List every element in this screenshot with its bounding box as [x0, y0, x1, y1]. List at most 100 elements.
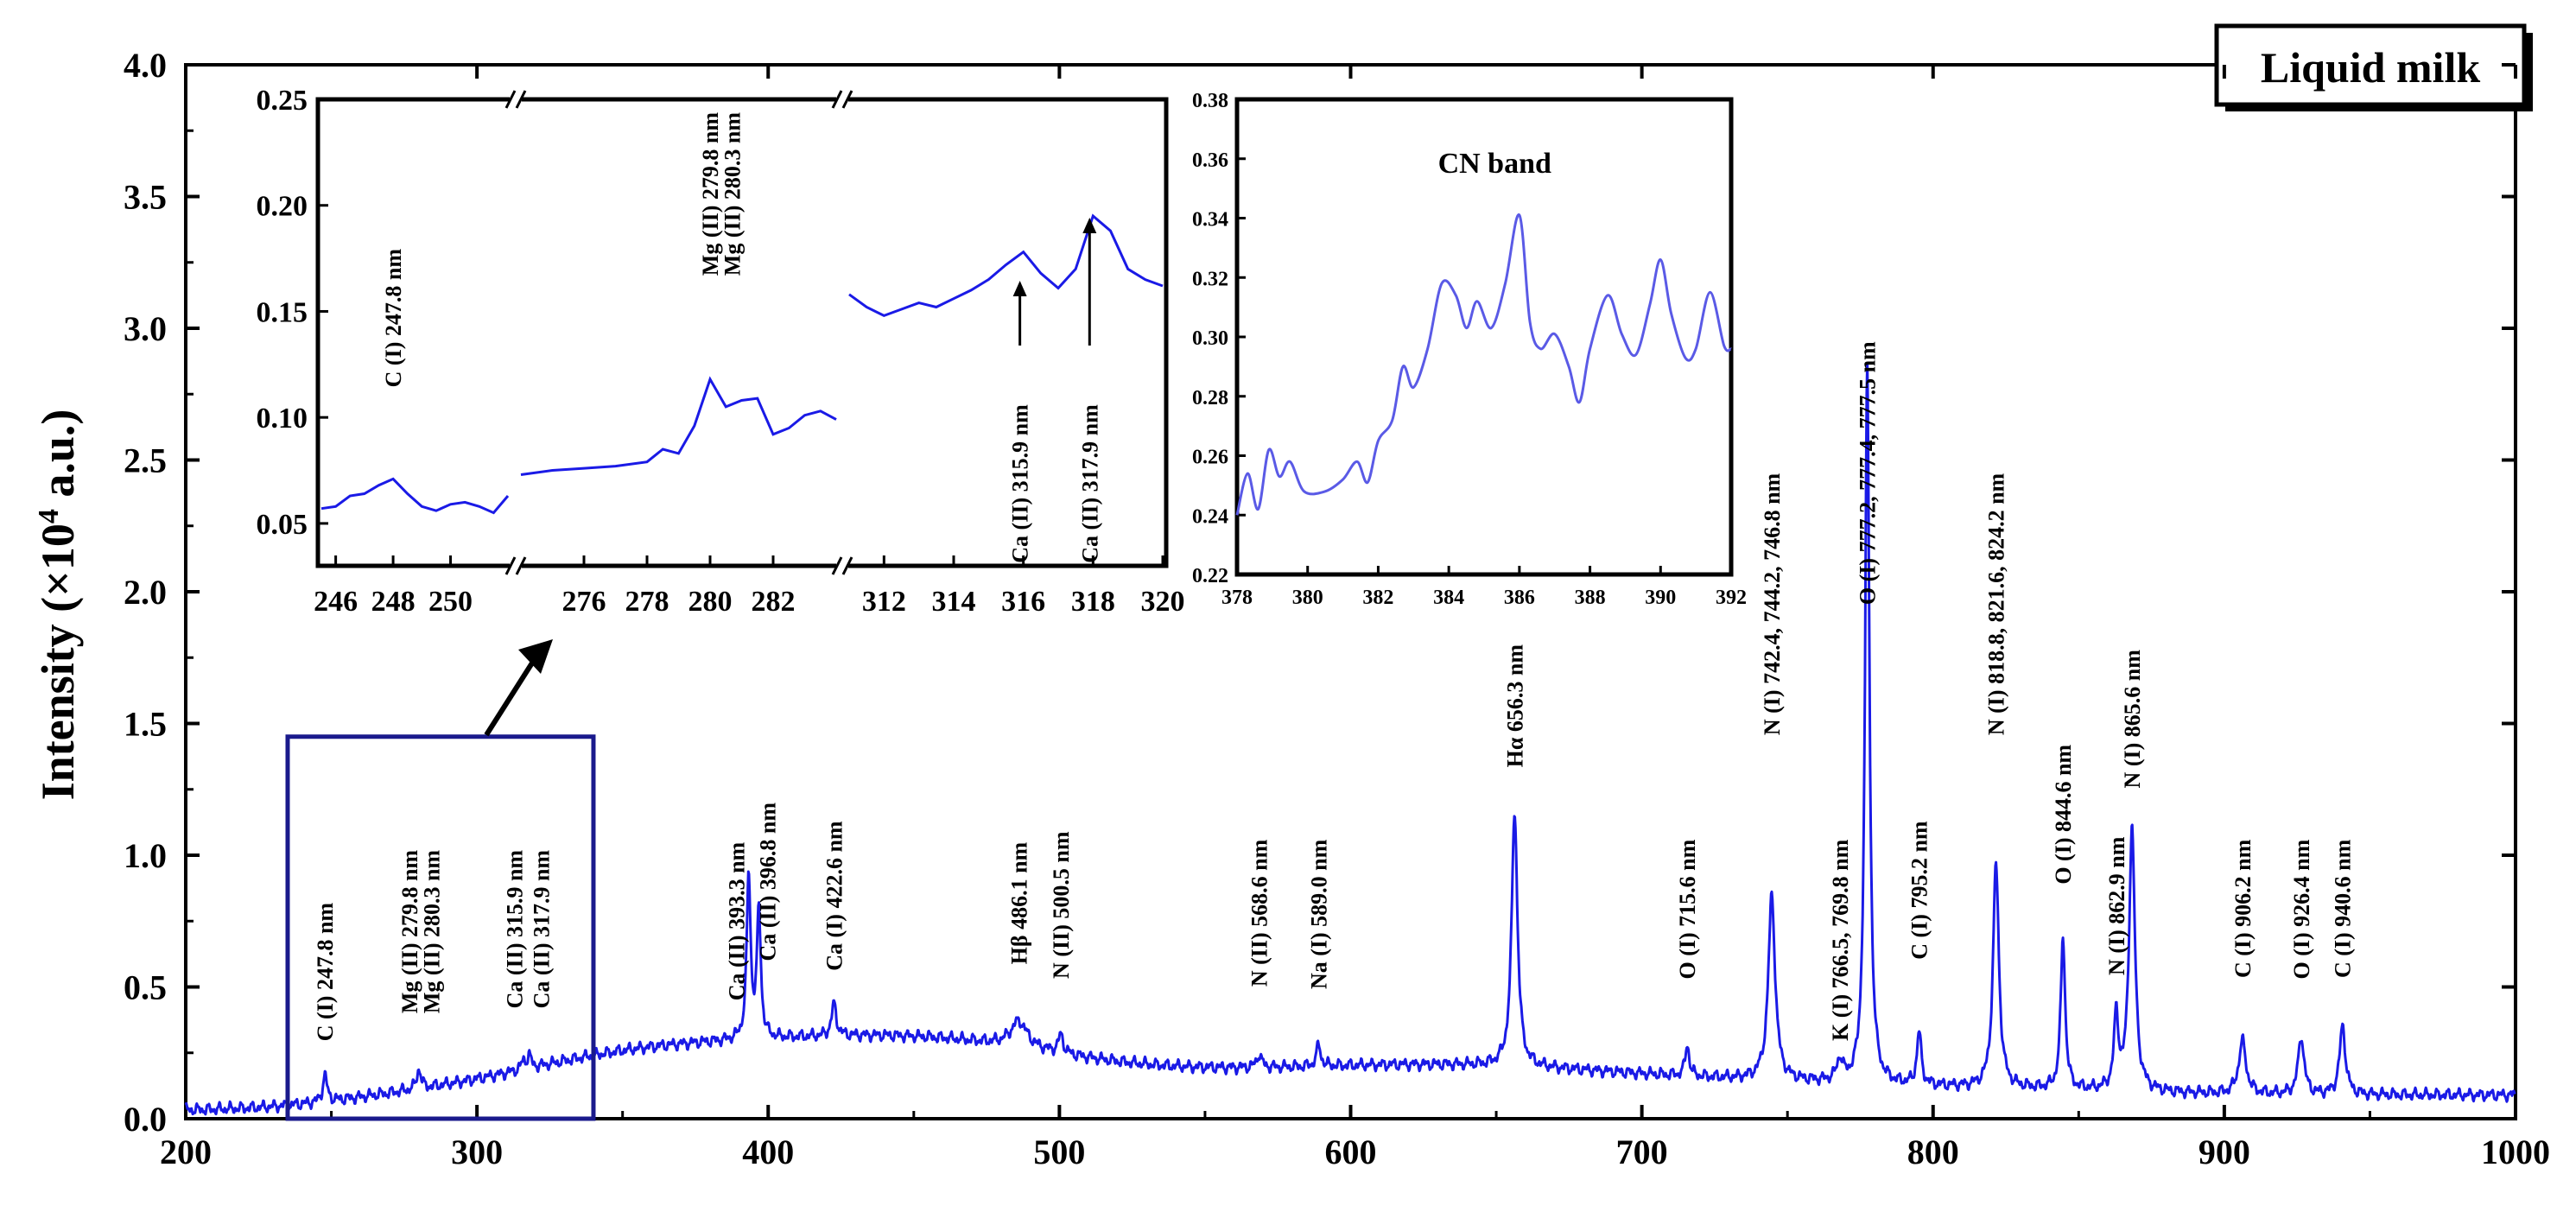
inset-cn-y-tick-label: 0.30: [1192, 327, 1228, 350]
x-tick-label: 600: [1325, 1133, 1377, 1171]
inset-uv-x-tick-label: 318: [1071, 586, 1115, 618]
peak-label: Hα 656.3 nm: [1502, 644, 1527, 768]
y-tick-label: 4.0: [124, 46, 167, 85]
inset-uv-frame: [315, 97, 1169, 568]
zoom-box: [285, 734, 596, 1121]
peak-label: Ca (II) 317.9 nm: [530, 850, 555, 1009]
peak-label: Hβ 486.1 nm: [1007, 841, 1032, 964]
peak-label: Na (I) 589.0 nm: [1306, 839, 1331, 989]
inset-cn-x-tick-label: 392: [1716, 587, 1747, 609]
inset-uv-lines: 0.05 0.10 0.15 0.20 0.25 246 248 250 276 278 280 28…: [257, 85, 1185, 618]
inset-cn-y-tick-label: 0.24: [1192, 505, 1228, 528]
y-tick-label: 0.5: [124, 968, 167, 1007]
inset-uv-x-tick-label: 280: [688, 586, 733, 618]
zoom-arrow-shaft: [484, 653, 540, 737]
peak-label: N (I) 742.4, 744.2, 746.8 nm: [1760, 473, 1785, 735]
inset-cn-title: CN band: [1438, 148, 1551, 180]
inset-cn-y-tick-label: 0.38: [1192, 90, 1228, 112]
spectrum-group: [184, 362, 2516, 1116]
x-tick-label: 1000: [2481, 1133, 2550, 1171]
axis-break-mark: [841, 90, 853, 109]
inset-uv-y-tick-label: 0.15: [257, 296, 308, 328]
inset-uv-annotation: Ca (II) 315.9 nm: [1008, 404, 1033, 563]
y-tick-label: 0.0: [124, 1100, 167, 1139]
chart-title: Liquid milk: [2261, 43, 2480, 92]
x-tick-label: 700: [1616, 1133, 1668, 1171]
inset-uv-y-tick-label: 0.10: [257, 403, 308, 435]
inset-uv-x-tick-label: 316: [1001, 586, 1045, 618]
y-tick-label: 2.0: [124, 573, 167, 612]
peak-label: C (I) 906.2 nm: [2230, 839, 2256, 978]
x-tick-label: 400: [742, 1133, 794, 1171]
peak-label: Ca (II) 315.9 nm: [503, 850, 528, 1009]
inset-cn-x-tick-label: 388: [1575, 587, 1606, 609]
x-tick-label: 500: [1033, 1133, 1085, 1171]
peak-label: N (I) 862.9 nm: [2104, 836, 2129, 975]
inset-cn-y-tick-label: 0.28: [1192, 387, 1228, 409]
y-axis-label-suffix: a.u.): [32, 409, 84, 510]
inset-uv-x-tick-label: 246: [314, 586, 358, 618]
inset-uv-x-tick-label: 278: [625, 586, 669, 618]
x-tick-label: 300: [451, 1133, 503, 1171]
peak-label: C (I) 940.6 nm: [2331, 839, 2356, 978]
inset-uv-y-tick-label: 0.20: [257, 191, 308, 223]
y-tick-label: 2.5: [124, 441, 167, 480]
x-axis-ticks: 200 300 400 500 600 700 800 900 1000: [160, 65, 2550, 1171]
title-box: Liquid milk: [2214, 23, 2533, 111]
inset-uv-x-tick-label: 312: [862, 586, 906, 618]
inset-cn-y-tick-label: 0.34: [1192, 209, 1228, 232]
inset-uv-y-tick-label: 0.25: [257, 85, 308, 117]
inset-cn-frame: [1234, 97, 1734, 577]
peak-label: N (II) 500.5 nm: [1049, 831, 1074, 979]
zoom-arrow-head: [518, 639, 553, 674]
inset-uv-y-tick-label: 0.05: [257, 509, 308, 541]
inset-cn-x-tick-label: 378: [1221, 587, 1253, 609]
axis-break-mark: [515, 556, 527, 575]
y-tick-label: 1.0: [124, 836, 167, 875]
peak-label: C (I) 795.2 nm: [1907, 821, 1932, 960]
y-axis-label-exponent: 4: [33, 509, 65, 524]
inset-uv-x-tick-label: 320: [1141, 586, 1185, 618]
inset-uv-annotation-arrowhead: [1012, 281, 1027, 296]
inset-uv-annotation: C (I) 247.8 nm: [381, 249, 406, 388]
axis-break-mark: [504, 90, 517, 109]
inset-uv-annotation-arrowhead: [1082, 218, 1097, 233]
peak-label: O (I) 844.6 nm: [2051, 745, 2076, 885]
axis-break-mark: [831, 556, 843, 575]
peak-label: C (I) 247.8 nm: [313, 903, 338, 1042]
inset-uv-x-tick-label: 250: [428, 586, 473, 618]
inset-cn-y-tick-label: 0.32: [1192, 268, 1228, 290]
y-tick-label: 3.5: [124, 178, 167, 217]
peak-label: O (I) 715.6 nm: [1675, 839, 1700, 979]
inset-cn-x-tick-label: 384: [1433, 587, 1464, 609]
peak-label: Mg (II) 280.3 nm: [420, 850, 445, 1014]
axis-break-mark: [515, 90, 527, 109]
inset-uv-x-tick-label: 276: [562, 586, 606, 618]
axis-break-mark: [831, 90, 843, 109]
axis-break-mark: [841, 556, 853, 575]
inset-uv-annotation: Ca (II) 317.9 nm: [1077, 404, 1102, 563]
inset-cn-series: [1235, 213, 1732, 516]
inset-cn-y-tick-label: 0.26: [1192, 447, 1228, 469]
inset-cn-x-tick-label: 390: [1645, 587, 1676, 609]
inset-uv-annotation: Mg (II) 280.3 nm: [720, 112, 746, 276]
x-tick-label: 900: [2198, 1133, 2250, 1171]
peak-label: N (II) 568.6 nm: [1247, 839, 1272, 987]
y-tick-label: 1.5: [124, 705, 167, 744]
inset-uv-series: [320, 477, 510, 515]
inset-cn-x-tick-label: 386: [1504, 587, 1535, 609]
peak-label: Ca (II) 393.3 nm: [725, 841, 750, 1000]
peak-label: N (I) 818.8, 821.6, 824.2 nm: [1984, 473, 2009, 735]
peak-label: O (I) 777.2, 777.4, 777.5 nm: [1856, 341, 1881, 605]
inset-cn-y-tick-label: 0.22: [1192, 565, 1228, 587]
inset-uv-annotation: Mg (II) 279.8 nm: [698, 112, 723, 276]
peak-label: O (I) 926.4 nm: [2289, 839, 2314, 979]
inset-uv-x-tick-label: 314: [932, 586, 976, 618]
inset-uv-x-tick-label: 248: [371, 586, 416, 618]
y-axis-ticks: 0.0 0.5 1.0 1.5 2.0 2.5 3.0 3.5 4.0: [124, 46, 2516, 1139]
peak-label: N (I) 865.6 nm: [2120, 650, 2145, 789]
x-tick-label: 200: [160, 1133, 212, 1171]
